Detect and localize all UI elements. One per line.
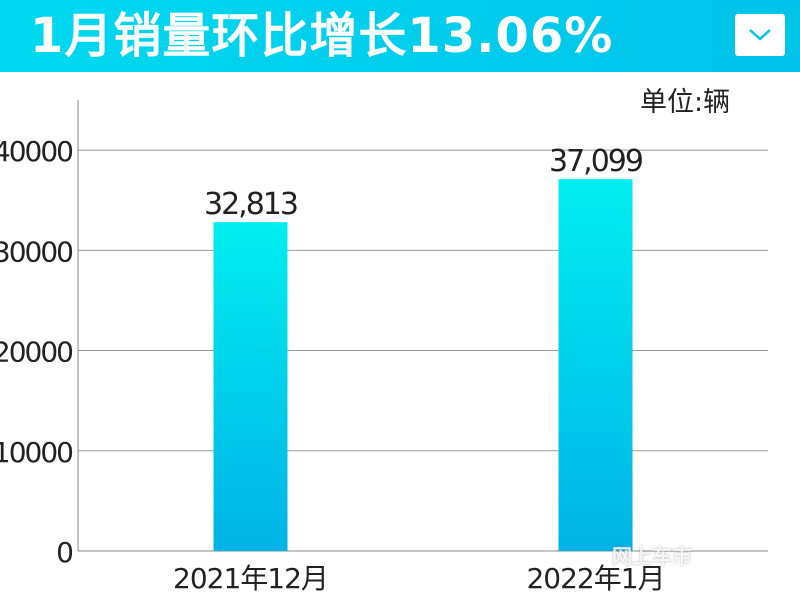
category-labels: 2021年12月 2022年1月 [173,562,665,595]
y-tick-labels: 0 10000 20000 30000 40000 [0,135,74,569]
data-label: 37,099 [549,144,642,179]
unit-label: 单位:辆 [640,87,731,118]
watermark-logo: 网上车市 [612,544,692,568]
x-category-label: 2022年1月 [526,562,664,595]
x-category-label: 2021年12月 [173,562,328,595]
bar [558,179,633,551]
y-tick-label: 20000 [0,336,72,369]
page-title: 1月销量环比增长13.06% [30,8,614,64]
bar [213,222,288,552]
y-tick-label: 30000 [0,235,72,268]
bars [213,179,633,552]
dropdown-button[interactable] [735,14,785,56]
chevron-down-icon [749,29,771,41]
title-banner: 1月销量环比增长13.06% [0,0,800,72]
grid-lines [78,149,768,452]
y-tick-label: 40000 [0,135,72,168]
data-labels: 32,813 37,099 [204,144,644,222]
data-label: 32,813 [204,187,297,222]
y-tick-label: 0 [56,536,72,569]
y-tick-label: 10000 [0,436,72,469]
axes [77,100,768,552]
